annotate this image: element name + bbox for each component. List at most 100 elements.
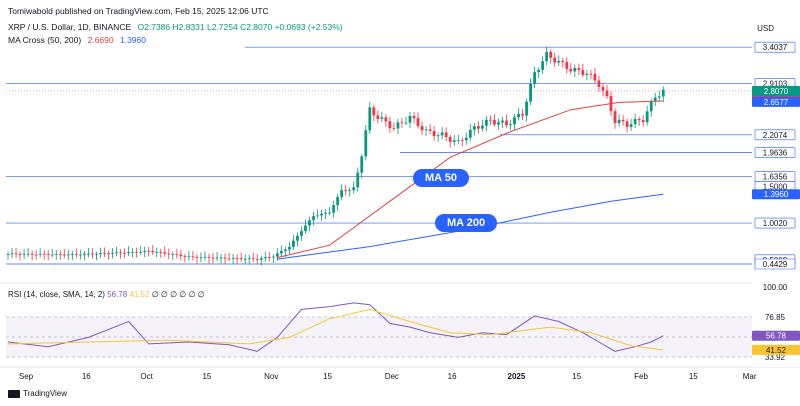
candle-body (34, 254, 38, 256)
candle-body (147, 250, 151, 252)
rsi-axis[interactable]: 100.00 76.85 33.92 56.78 41.52 (752, 283, 800, 362)
rsi-highlight-box (752, 344, 800, 355)
candle-body (219, 257, 223, 259)
candle-body (468, 129, 472, 138)
candle-body (151, 250, 155, 253)
ma-legend[interactable]: MA Cross (50, 200) 2.6690 1.3960 (8, 35, 150, 45)
candle-body (175, 254, 179, 256)
candle-body (235, 257, 239, 259)
candle-body (645, 111, 649, 123)
candle-body (585, 73, 589, 75)
rsi-legend[interactable]: RSI (14, close, SMA, 14, 2) 56.78 41.52 … (8, 290, 205, 299)
candle-body (103, 252, 106, 254)
symbol-legend[interactable]: XRP / U.S. Dollar, 1D, BINANCE O2.7386 H… (8, 22, 347, 32)
candle-body (271, 256, 275, 258)
candle-body (637, 118, 641, 121)
candle-body (352, 187, 356, 191)
candle-body (593, 73, 597, 81)
rsi-placeholders: ∅ ∅ ∅ ∅ ∅ ∅ (151, 290, 205, 299)
price-level-box (754, 147, 796, 158)
ma200-annotation: MA 200 (435, 214, 498, 232)
candle-body (525, 101, 528, 116)
candle-body (99, 252, 102, 254)
candle-body (191, 256, 195, 258)
candle-body (30, 253, 34, 255)
time-tick-label: Dec (385, 372, 399, 381)
price-highlight-label: 1.3960 (764, 190, 789, 199)
candle-body (324, 212, 327, 214)
candle-body (348, 190, 352, 192)
candle-body (452, 140, 456, 142)
candle-body (505, 120, 508, 126)
candle-body (143, 250, 147, 252)
candle-body (115, 252, 118, 254)
candle-body (82, 253, 86, 255)
ma200-line (277, 193, 664, 260)
publisher-text: Tomiwabold published on TradingView.com,… (8, 6, 269, 16)
candle-body (163, 252, 167, 254)
ma-label[interactable]: MA Cross (50, 200) (8, 35, 82, 45)
candle-body (404, 122, 408, 124)
ma50-line (277, 100, 664, 259)
candle-body (279, 251, 283, 254)
candle-body (46, 254, 50, 256)
candle-body (288, 246, 291, 250)
candle-body (420, 126, 424, 131)
candle-body (26, 253, 30, 255)
time-tick-label: 15 (202, 372, 211, 381)
candle-body (649, 101, 653, 112)
candle-body (553, 57, 557, 63)
candle-body (557, 60, 561, 63)
candle-body (408, 116, 412, 123)
candle-body (549, 51, 553, 58)
candle-body (589, 73, 593, 75)
price-level-label: 1.5000 (763, 183, 788, 192)
candle-body (123, 253, 126, 254)
candle-body (396, 122, 400, 129)
price-highlight-box (752, 189, 800, 200)
time-tick-label: Nov (264, 372, 278, 381)
candle-body (537, 69, 541, 73)
candle-body (565, 62, 569, 69)
price-level-box (754, 217, 796, 229)
candle-body (513, 117, 516, 125)
candle-body (275, 253, 279, 257)
candle-body (167, 253, 171, 255)
candle-body (58, 253, 62, 255)
candle-body (653, 97, 657, 102)
candle-body (183, 256, 187, 257)
candle-body (199, 257, 203, 259)
candle-body (424, 129, 428, 131)
candle-body (259, 258, 263, 260)
candle-body (388, 121, 392, 129)
candle-body (14, 253, 18, 255)
candlestick-series (6, 46, 665, 266)
candle-body (62, 254, 66, 256)
rsi-label[interactable]: RSI (14, close, SMA, 14, 2) (8, 290, 105, 299)
candle-body (308, 220, 311, 226)
time-axis[interactable]: Sep 16 Oct 15 Nov 15 Dec 16 2025 15 Feb 15 Mar (19, 372, 757, 381)
ma-fast-value: 2.6690 (87, 35, 114, 45)
symbol-name[interactable]: XRP / U.S. Dollar, 1D, BINANCE (8, 22, 132, 32)
rsi-sma-line (7, 308, 664, 351)
candle-body (448, 137, 452, 142)
candle-body (661, 89, 665, 97)
price-level-box (754, 41, 796, 53)
candle-body (243, 258, 247, 260)
candle-body (6, 253, 10, 255)
candle-body (127, 252, 130, 254)
candle-body (416, 118, 420, 127)
candle-body (368, 107, 372, 131)
candle-body (625, 121, 629, 127)
candle-body (629, 124, 633, 127)
price-level-box (754, 258, 796, 270)
candle-body (135, 251, 139, 253)
tradingview-logo[interactable]: TradingView (8, 389, 67, 398)
candle-body (569, 68, 573, 72)
time-tick-label: Mar (743, 372, 757, 381)
rsi-value: 56.78 (107, 290, 128, 299)
price-level-label: 1.0020 (763, 219, 788, 228)
candle-body (155, 252, 159, 253)
